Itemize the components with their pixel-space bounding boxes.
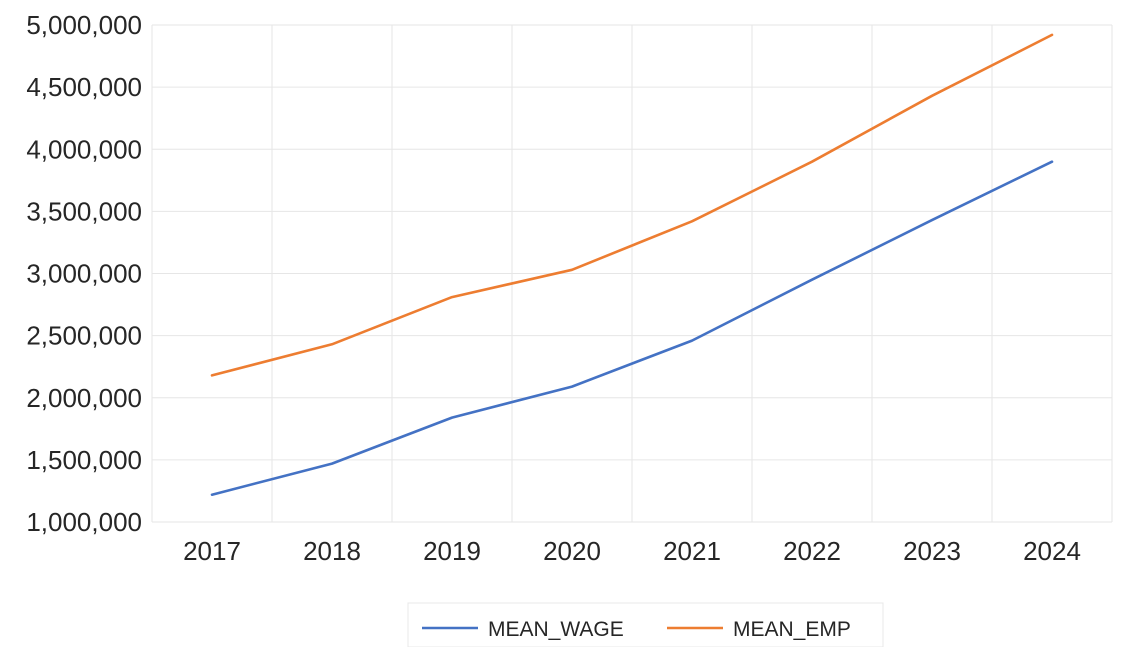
y-axis: 1,000,000 1,500,000 2,000,000 2,500,000 3,00… bbox=[26, 10, 142, 537]
y-tick-label: 5,000,000 bbox=[26, 10, 142, 40]
y-tick-label: 4,500,000 bbox=[26, 72, 142, 102]
x-tick-label: 2018 bbox=[303, 536, 361, 566]
x-tick-label: 2021 bbox=[663, 536, 721, 566]
x-tick-label: 2023 bbox=[903, 536, 961, 566]
y-tick-label: 3,000,000 bbox=[26, 259, 142, 289]
x-tick-label: 2022 bbox=[783, 536, 841, 566]
y-tick-label: 1,000,000 bbox=[26, 507, 142, 537]
x-tick-label: 2024 bbox=[1023, 536, 1081, 566]
legend-label: MEAN_EMP bbox=[733, 618, 851, 641]
series-line-mean-emp bbox=[210, 33, 1054, 377]
x-tick-label: 2020 bbox=[543, 536, 601, 566]
legend-box bbox=[407, 602, 884, 648]
y-tick-label: 1,500,000 bbox=[26, 445, 142, 475]
y-tick-label: 2,000,000 bbox=[26, 383, 142, 413]
legend: MEAN_WAGE MEAN_EMP bbox=[407, 602, 884, 648]
grid-layer bbox=[151, 24, 1113, 523]
y-tick-label: 4,000,000 bbox=[26, 134, 142, 164]
series-line-mean-wage bbox=[210, 160, 1054, 497]
legend-label: MEAN_WAGE bbox=[488, 618, 624, 641]
series-layer bbox=[210, 33, 1054, 497]
x-tick-label: 2017 bbox=[183, 536, 241, 566]
y-tick-label: 3,500,000 bbox=[26, 196, 142, 226]
y-tick-label: 2,500,000 bbox=[26, 321, 142, 351]
x-axis: 2017 2018 2019 2020 2021 2022 2023 2024 bbox=[183, 536, 1081, 566]
x-tick-label: 2019 bbox=[423, 536, 481, 566]
